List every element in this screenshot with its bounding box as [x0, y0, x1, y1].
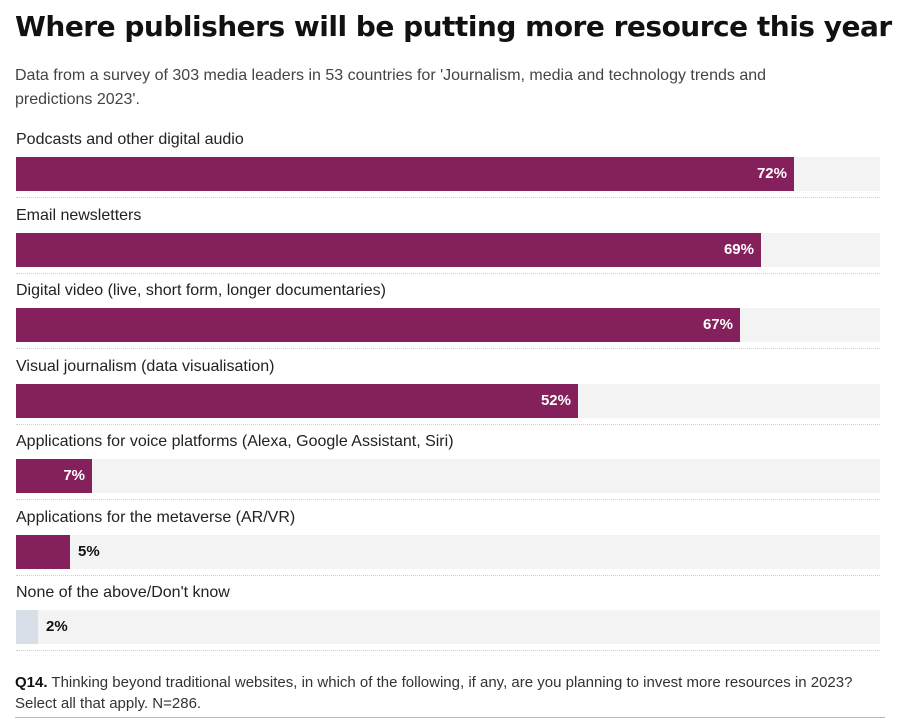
bar-value-label: 5% [78, 542, 100, 560]
bar [16, 459, 92, 493]
row-separator [16, 423, 880, 425]
row-separator [16, 650, 880, 651]
category-label: Applications for voice platforms (Alexa,… [16, 433, 454, 450]
bar-value-label: 72% [756, 165, 787, 182]
bar-track: 7% [16, 459, 880, 493]
bar-track: 72% [16, 157, 880, 191]
bar-value-label: 67% [702, 316, 733, 333]
bar-track: 2% [16, 610, 880, 644]
category-label: Applications for the metaverse (AR/VR) [16, 508, 296, 526]
bottom-divider [15, 717, 885, 718]
chart-title: Where publishers will be putting more re… [15, 10, 892, 43]
footnote-question-text: Thinking beyond traditional websites, in… [15, 674, 853, 712]
bar-track: 69% [16, 232, 880, 267]
bar-value-label: 7% [63, 467, 85, 484]
chart-subtitle: Data from a survey of 303 media leaders … [15, 67, 767, 108]
bar [16, 157, 794, 191]
bar-value-label: 69% [723, 240, 754, 258]
bar [16, 383, 578, 418]
row-separator [16, 272, 880, 274]
row-separator [16, 499, 880, 500]
bar-track: 52% [16, 383, 880, 418]
bar-track: 67% [16, 308, 880, 342]
bar-track: 5% [16, 534, 880, 569]
row-separator [16, 574, 880, 576]
row-separator [16, 197, 880, 198]
bar [16, 610, 38, 644]
footnote-question-code: Q14. [15, 674, 48, 691]
bar [16, 534, 70, 569]
bar-value-label: 2% [46, 618, 68, 635]
category-label: Digital video (live, short form, longer … [16, 282, 386, 299]
row-separator [16, 348, 880, 349]
bar-value-label: 52% [540, 391, 571, 409]
bar [16, 232, 761, 267]
category-label: Visual journalism (data visualisation) [16, 357, 275, 375]
category-label: None of the above/Don't know [16, 584, 230, 601]
bar [16, 308, 740, 342]
footnote: Q14. Thinking beyond traditional website… [15, 672, 875, 714]
category-label: Podcasts and other digital audio [16, 131, 244, 148]
category-label: Email newsletters [16, 206, 142, 224]
